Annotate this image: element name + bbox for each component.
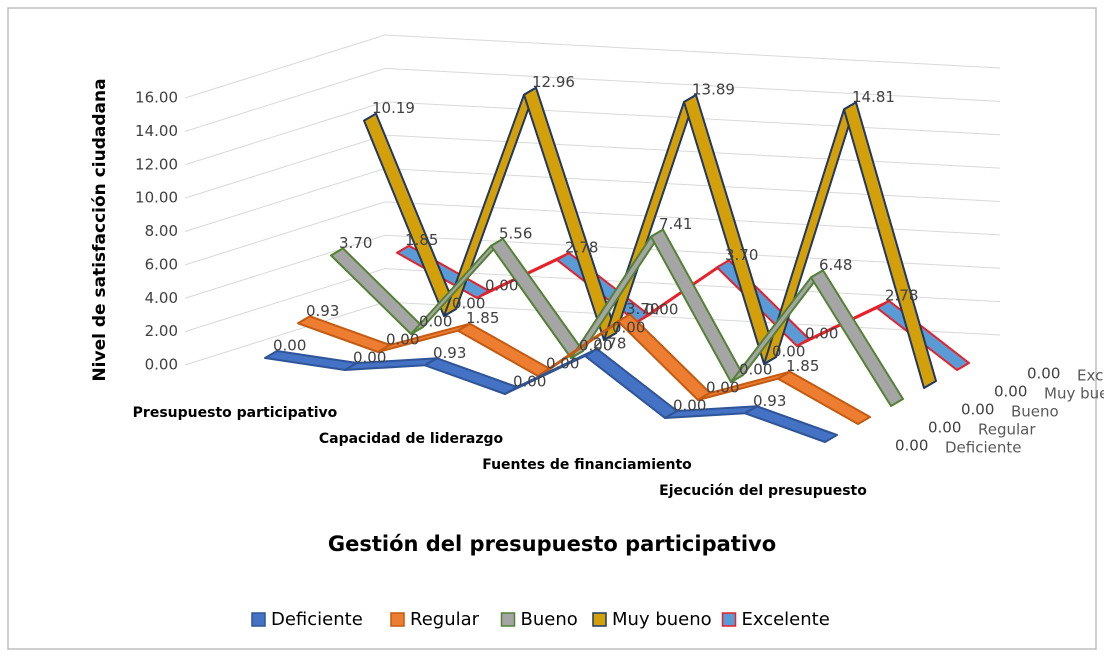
grid-line — [184, 34, 1001, 99]
legend-label: Regular — [410, 609, 480, 630]
y-tick-label: 0.00 — [145, 356, 178, 374]
data-label: 0.00 — [353, 349, 386, 367]
data-label: 0.00 — [706, 379, 739, 397]
data-label: 0.00 — [485, 277, 518, 295]
data-label: 0.93 — [753, 392, 786, 410]
data-label: 2.78 — [885, 286, 918, 304]
data-label: 0.00 — [961, 401, 994, 419]
grid-line — [184, 201, 1001, 266]
labels: 1.850.002.780.003.700.002.780.00Excelent… — [133, 73, 1104, 499]
legend-label: Muy bueno — [612, 609, 712, 630]
x-tick-label: Presupuesto participativo — [133, 405, 338, 421]
y-axis-title: Nivel de satisfacción ciudadana — [90, 78, 110, 381]
y-tick-label: 12.00 — [135, 155, 178, 173]
data-label: 0.00 — [546, 355, 579, 373]
data-label: 1.85 — [405, 231, 438, 249]
data-label: 3.70 — [725, 246, 758, 264]
data-label: 0.00 — [673, 397, 706, 415]
series-label: Muy bueno — [1044, 385, 1104, 403]
data-label: 7.41 — [659, 215, 692, 233]
data-label: 0.00 — [772, 343, 805, 361]
x-axis-title: Gestión del presupuesto participativo — [328, 532, 776, 556]
data-label: 0.93 — [433, 344, 466, 362]
ribbon-segment — [777, 370, 871, 425]
legend: Deficiente Regular Bueno Muy bueno Excelente — [251, 609, 830, 630]
y-tick-label: 8.00 — [145, 222, 178, 240]
x-tick-label: Fuentes de financiamiento — [482, 457, 692, 473]
y-tick-label: 4.00 — [145, 289, 178, 307]
data-label: 3.70 — [626, 300, 659, 318]
grid: 0.00 2.00 4.00 6.00 8.00 10.00 12.00 14.00 16.00 — [135, 34, 1001, 374]
data-label: 0.00 — [895, 437, 928, 455]
data-label: 14.81 — [852, 88, 895, 106]
data-label: 3.70 — [339, 234, 372, 252]
legend-swatch — [390, 612, 405, 627]
data-label: 0.00 — [612, 319, 645, 337]
data-label: 0.00 — [386, 331, 419, 349]
data-label: 1.85 — [466, 309, 499, 327]
legend-swatch — [721, 612, 737, 627]
plot-area — [264, 86, 970, 443]
x-tick-label: Capacidad de liderazgo — [319, 431, 504, 447]
data-label: 0.00 — [805, 325, 838, 343]
data-label: 0.00 — [739, 361, 772, 379]
data-label: 12.96 — [532, 73, 575, 91]
series-label: Deficiente — [945, 439, 1022, 457]
legend-swatch — [251, 612, 266, 627]
data-label: 0.00 — [419, 313, 452, 331]
legend-label: Excelente — [742, 609, 830, 630]
grid-line — [184, 101, 1001, 166]
data-label: 2.78 — [593, 334, 626, 352]
ribbon-segment — [810, 269, 904, 407]
series-label: Bueno — [1011, 403, 1059, 421]
y-tick-label: 10.00 — [135, 189, 178, 207]
y-tick-label: 6.00 — [145, 255, 178, 273]
ribbon-segment — [843, 101, 937, 389]
y-tick-label: 2.00 — [145, 322, 178, 340]
data-label: 0.93 — [306, 302, 339, 320]
data-label: 0.00 — [452, 295, 485, 313]
data-label: 6.48 — [819, 256, 852, 274]
legend-swatch — [592, 612, 607, 627]
series-label: Excelente — [1077, 367, 1104, 385]
legend-label: Deficiente — [271, 609, 363, 630]
data-label: 13.89 — [692, 80, 735, 98]
data-label: 0.00 — [579, 337, 612, 355]
y-tick-label: 14.00 — [135, 122, 178, 140]
data-label: 0.00 — [994, 383, 1027, 401]
grid-line — [184, 234, 1001, 299]
series-label: Regular — [978, 421, 1036, 439]
data-label: 1.85 — [786, 357, 819, 375]
data-label: 10.19 — [372, 99, 415, 117]
data-label: 0.00 — [1027, 365, 1060, 383]
data-label: 2.78 — [565, 238, 598, 256]
data-label: 0.00 — [645, 301, 678, 319]
data-label: 0.00 — [513, 373, 546, 391]
y-tick-label: 16.00 — [135, 89, 178, 107]
x-tick-label: Ejecución del presupuesto — [659, 483, 867, 499]
data-label: 0.00 — [928, 419, 961, 437]
data-label: 0.00 — [273, 337, 306, 355]
legend-label: Bueno — [521, 609, 578, 630]
data-label: 5.56 — [499, 224, 532, 242]
grid-line — [184, 67, 1001, 132]
legend-swatch — [500, 612, 516, 627]
ribbon-segment — [744, 405, 838, 443]
